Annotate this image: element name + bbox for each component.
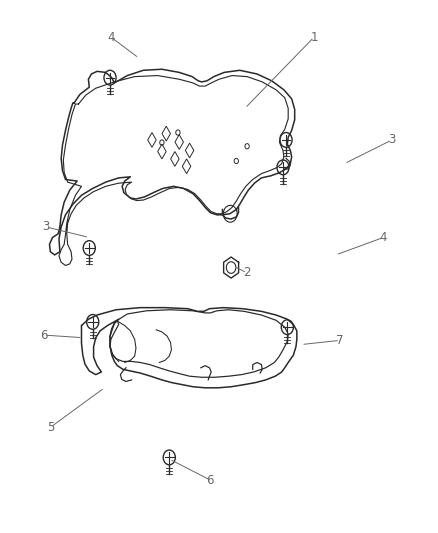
Text: 6: 6: [207, 474, 214, 487]
Text: 4: 4: [380, 231, 387, 244]
Text: 6: 6: [40, 328, 48, 342]
Text: 3: 3: [389, 133, 396, 147]
Text: 7: 7: [336, 334, 344, 347]
Text: 5: 5: [47, 421, 54, 434]
Text: 3: 3: [42, 221, 49, 233]
Text: 2: 2: [244, 266, 251, 279]
Text: 1: 1: [311, 30, 318, 44]
Text: 4: 4: [107, 30, 115, 44]
